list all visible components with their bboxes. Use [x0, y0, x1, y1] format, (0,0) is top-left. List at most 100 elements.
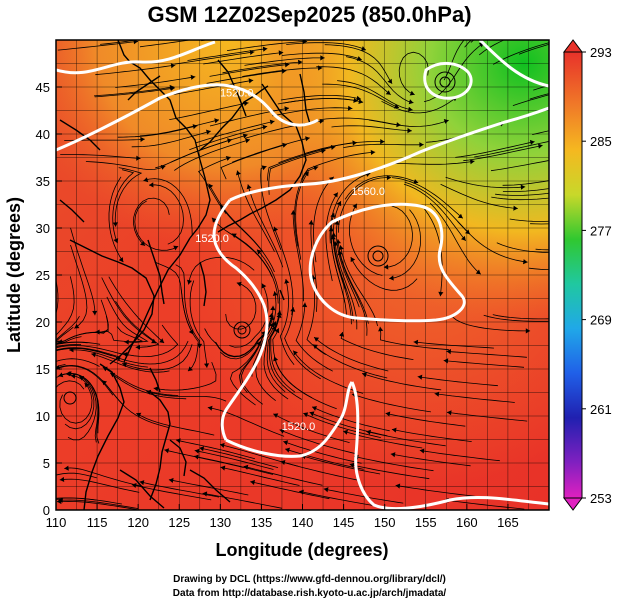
streamline [56, 380, 85, 390]
streamline-arrow [370, 149, 376, 155]
x-tick-label: 155 [415, 515, 437, 530]
streamline [350, 256, 418, 291]
colorbar-scale [563, 51, 583, 499]
streamline [115, 300, 160, 348]
streamline [532, 130, 549, 135]
streamline-arrow [559, 318, 563, 323]
chart-title: GSM 12Z02Sep2025 (850.0hPa) [147, 2, 472, 27]
streamline-arrow [385, 90, 391, 95]
streamline-arrow [279, 428, 285, 434]
streamline [385, 412, 466, 427]
streamline [131, 130, 211, 148]
streamline-arrow [225, 156, 231, 161]
streamline [279, 278, 295, 366]
streamline [329, 172, 371, 244]
streamline-arrow [319, 118, 325, 124]
streamline-arrow [140, 136, 145, 142]
streamline-arrow [383, 264, 389, 270]
streamline-arrow [303, 412, 309, 418]
streamline-arrow [356, 95, 362, 101]
streamline [474, 141, 549, 158]
streamline-arrow [122, 362, 128, 368]
streamline [69, 349, 148, 368]
streamline-arrow [338, 245, 344, 250]
streamline [115, 340, 189, 365]
streamline [313, 336, 389, 372]
streamline [174, 139, 251, 171]
streamline-arrow [290, 210, 296, 215]
streamline [366, 431, 446, 447]
y-axis-label: Latitude (degrees) [4, 197, 24, 353]
streamline-arrow [362, 372, 367, 378]
streamline [173, 79, 254, 95]
streamline-arrow [43, 386, 48, 391]
geopotential-contours [56, 40, 549, 510]
streamline [134, 200, 179, 251]
streamline-arrow [285, 447, 290, 453]
streamline [56, 347, 121, 358]
streamline-arrow [408, 106, 413, 112]
streamline [106, 296, 149, 343]
streamline-arrow [323, 487, 329, 493]
streamline [512, 94, 549, 106]
colorbar-tick-label: 285 [590, 134, 612, 149]
streamline [353, 456, 434, 472]
streamline-arrow [92, 310, 98, 316]
y-tick-label: 15 [36, 362, 50, 377]
streamline-arrow [304, 171, 309, 177]
streamline [148, 184, 184, 245]
streamline-arrow [284, 279, 290, 284]
streamline [339, 245, 378, 327]
streamline-arrow [607, 69, 612, 74]
streamline [502, 180, 549, 186]
streamline [109, 372, 187, 400]
streamline-arrow [261, 165, 267, 171]
streamline [391, 177, 464, 219]
streamline [201, 40, 209, 42]
streamline [324, 44, 393, 84]
streamline [369, 119, 449, 127]
streamline [143, 178, 193, 235]
streamline-arrow [227, 138, 232, 144]
streamline [311, 406, 390, 432]
streamline [229, 340, 261, 406]
streamline [203, 52, 284, 65]
streamline-arrow [49, 346, 54, 351]
streamline [295, 302, 333, 372]
streamline-arrow [347, 105, 353, 111]
streamline [174, 51, 255, 65]
streamline-arrow [493, 16, 498, 21]
streamline-arrow [206, 129, 211, 135]
streamline [260, 166, 282, 251]
streamline-arrow [532, 8, 537, 13]
streamline [272, 107, 353, 117]
colorbar-ticks: 293 285 277 269 261 253 [582, 45, 612, 506]
streamline-arrow [7, 356, 12, 361]
streamline-arrow [605, 265, 610, 270]
streamline [146, 390, 227, 402]
streamline [440, 183, 518, 209]
streamline-arrow [243, 101, 249, 107]
streamline-arrow [387, 78, 393, 84]
contour-labels: 1560.0 1520.0 1520.0 1520.0 [195, 87, 385, 433]
streamline-arrow [211, 217, 217, 223]
streamline-arrow [313, 165, 319, 171]
streamline-arrow [57, 339, 63, 345]
streamline-arrow [273, 356, 279, 362]
streamline-arrow [10, 355, 15, 360]
streamline [139, 119, 220, 137]
y-tick-label: 35 [36, 174, 50, 189]
streamline [292, 210, 304, 302]
streamline-arrow [314, 337, 320, 342]
x-tick-label: 120 [127, 515, 149, 530]
streamline-arrow [250, 479, 255, 485]
streamline-arrow [413, 179, 419, 184]
streamline [434, 393, 515, 403]
streamline-arrow [352, 203, 357, 209]
streamline [381, 96, 458, 114]
streamline-arrow [394, 103, 400, 109]
streamline [304, 141, 385, 154]
streamline [108, 276, 165, 344]
streamline [122, 324, 179, 357]
streamline-arrow [447, 410, 452, 416]
